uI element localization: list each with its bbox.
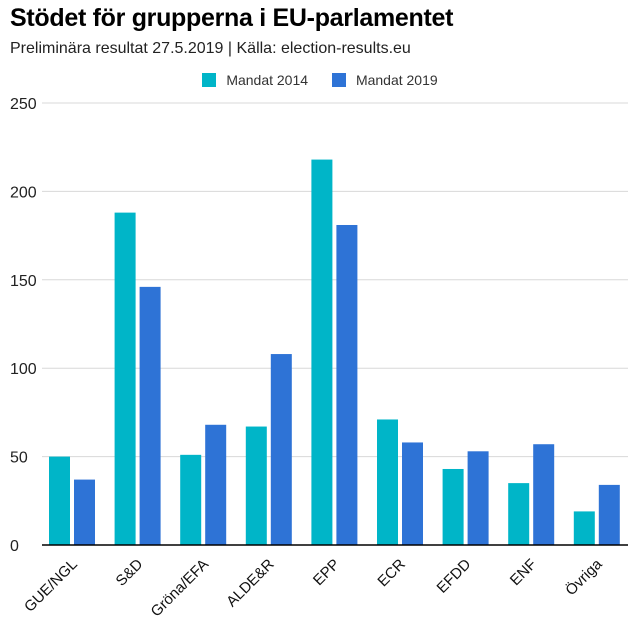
x-tick-label: EPP (310, 556, 343, 589)
bar (245, 426, 267, 545)
bar (402, 442, 423, 545)
x-tick-label: Övriga (562, 555, 606, 599)
y-tick-label: 150 (10, 273, 37, 290)
x-tick-label: ALDE&R (223, 556, 278, 611)
bar (114, 212, 136, 545)
chart-subtitle: Preliminära resultat 27.5.2019 | Källa: … (10, 40, 411, 57)
bar (533, 444, 555, 545)
legend-swatch-2014 (202, 73, 217, 87)
bar (270, 354, 292, 545)
legend-label-2014: Mandat 2014 (226, 72, 309, 88)
bar (336, 224, 358, 545)
bar (74, 479, 95, 545)
bar (139, 286, 161, 545)
bar (508, 483, 530, 545)
legend: Mandat 2014 Mandat 2019 (0, 72, 640, 90)
bar (205, 424, 227, 545)
y-tick-label: 50 (10, 450, 28, 467)
bar (377, 419, 398, 545)
bar (311, 159, 333, 546)
x-tick-label: ENF (507, 556, 540, 589)
bar (467, 451, 489, 545)
x-tick-label: ECR (374, 556, 409, 591)
bar (180, 454, 202, 545)
chart-title: Stödet för grupperna i EU-parlamentet (10, 4, 454, 32)
bar (442, 468, 464, 545)
legend-label-2019: Mandat 2019 (355, 72, 438, 88)
x-tick-label: S&D (113, 556, 147, 590)
bar (573, 511, 595, 545)
x-tick-label: Gröna/EFA (148, 556, 212, 620)
bar (49, 456, 70, 545)
y-tick-label: 200 (10, 184, 37, 201)
legend-swatch-2019 (331, 73, 346, 87)
bar (598, 484, 620, 545)
x-tick-label: EFDD (434, 556, 475, 597)
y-tick-label: 250 (10, 96, 37, 113)
y-tick-label: 100 (10, 361, 37, 378)
legend-item-2014: Mandat 2014 (202, 72, 308, 88)
y-tick-label: 0 (10, 538, 19, 555)
x-tick-label: GUE/NGL (21, 556, 81, 616)
legend-item-2019: Mandat 2019 (331, 72, 438, 88)
